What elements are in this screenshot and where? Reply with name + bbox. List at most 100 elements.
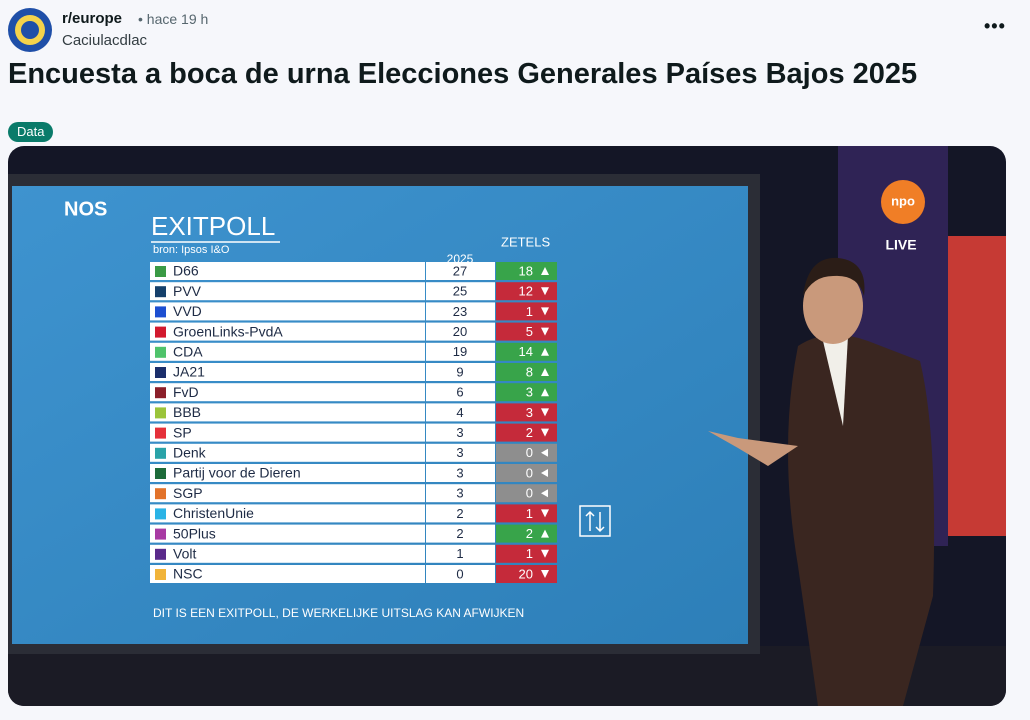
change-value: 12 xyxy=(519,284,533,299)
change-cell xyxy=(496,423,557,442)
presenter-hair xyxy=(803,257,865,296)
seats-value: 3 xyxy=(456,465,463,480)
change-cell xyxy=(496,282,557,301)
party-swatch xyxy=(155,407,166,419)
change-value: 3 xyxy=(526,385,533,400)
party-name: PVV xyxy=(173,283,202,299)
party-cell xyxy=(150,383,425,402)
party-name: GroenLinks-PvdA xyxy=(173,323,283,339)
seats-value: 3 xyxy=(456,425,463,440)
party-swatch xyxy=(155,468,166,479)
change-value: 0 xyxy=(526,445,533,460)
party-swatch xyxy=(155,528,166,540)
seats-cell xyxy=(426,282,495,301)
trend-arrow xyxy=(541,327,549,336)
change-value: 2 xyxy=(526,425,533,440)
seats-cell xyxy=(426,484,495,503)
party-cell xyxy=(150,282,425,301)
party-name: ChristenUnie xyxy=(173,505,254,521)
party-cell xyxy=(150,464,425,482)
change-cell xyxy=(496,443,557,462)
trend-arrow xyxy=(541,570,549,578)
change-value: 20 xyxy=(519,566,533,581)
party-cell xyxy=(150,565,425,583)
party-name: Partij voor de Dieren xyxy=(173,465,301,481)
change-value: 14 xyxy=(519,344,533,359)
party-cell xyxy=(150,403,425,422)
presenter-hand xyxy=(708,431,798,466)
party-name: NSC xyxy=(173,566,203,582)
post-time: • hace 19 h xyxy=(138,11,209,27)
seats-value: 6 xyxy=(456,385,463,400)
party-swatch xyxy=(155,286,166,298)
seats-value: 3 xyxy=(456,486,463,501)
seats-value: 1 xyxy=(456,546,463,561)
party-swatch xyxy=(155,346,166,358)
sort-arrows xyxy=(585,510,605,533)
change-cell xyxy=(496,322,557,341)
change-cell xyxy=(496,544,557,563)
seats-cell xyxy=(426,544,495,563)
seats-value: 27 xyxy=(453,263,467,278)
presenter-head xyxy=(803,268,863,344)
change-value: 1 xyxy=(526,506,533,521)
seats-value: 2 xyxy=(456,506,463,521)
party-swatch xyxy=(155,569,166,580)
party-swatch xyxy=(155,266,166,277)
change-value: 0 xyxy=(526,465,533,480)
trend-arrow xyxy=(541,549,549,558)
change-cell xyxy=(496,262,557,280)
post-image[interactable]: NOS EXITPOLL bron: Ipsos I&O ZETELS 2025… xyxy=(8,146,1006,706)
change-cell xyxy=(496,484,557,503)
table-footer: DIT IS EEN EXITPOLL, DE WERKELIJKE UITSL… xyxy=(153,606,524,620)
party-cell xyxy=(150,504,425,523)
live-label: LIVE xyxy=(885,237,916,253)
party-swatch xyxy=(155,447,166,459)
post-flair[interactable]: Data xyxy=(8,122,54,142)
seats-cell xyxy=(426,363,495,381)
seats-cell xyxy=(426,504,495,523)
image-scene: NOS EXITPOLL bron: Ipsos I&O ZETELS 2025… xyxy=(8,146,1006,706)
party-name: Volt xyxy=(173,546,196,562)
avatar-icon xyxy=(15,15,45,45)
trend-arrow xyxy=(541,388,549,397)
seats-value: 4 xyxy=(456,405,463,420)
seats-cell xyxy=(426,464,495,482)
trend-arrow xyxy=(541,368,549,376)
seats-cell xyxy=(426,403,495,422)
subreddit-name[interactable]: r/europe xyxy=(62,10,123,27)
change-cell xyxy=(496,342,557,361)
party-swatch xyxy=(155,326,166,338)
change-value: 2 xyxy=(526,526,533,541)
party-name: SGP xyxy=(173,485,203,501)
channel-name: npo xyxy=(891,193,915,208)
party-cell xyxy=(150,443,425,462)
change-cell xyxy=(496,504,557,523)
change-value: 8 xyxy=(526,364,533,379)
table-heading: EXITPOLL xyxy=(151,211,275,241)
party-cell xyxy=(150,484,425,503)
change-header: ZETELS xyxy=(501,234,550,249)
party-name: SP xyxy=(173,424,192,440)
post-author[interactable]: Caciulacdlac xyxy=(62,32,148,49)
party-name: JA21 xyxy=(173,364,205,380)
change-value: 5 xyxy=(526,324,533,339)
party-name: FvD xyxy=(173,384,199,400)
trend-arrow xyxy=(541,509,549,518)
trend-arrow xyxy=(541,529,549,538)
presenter-suit xyxy=(788,334,935,706)
subreddit-avatar[interactable] xyxy=(8,8,52,52)
trend-arrow xyxy=(541,408,549,417)
avatar-core xyxy=(21,21,39,39)
seats-cell xyxy=(426,565,495,583)
trend-arrow xyxy=(541,347,549,356)
change-cell xyxy=(496,302,557,321)
party-cell xyxy=(150,342,425,361)
change-cell xyxy=(496,383,557,402)
trend-arrow xyxy=(541,267,549,275)
trend-arrow xyxy=(541,428,549,437)
change-cell xyxy=(496,403,557,422)
seats-cell xyxy=(426,302,495,321)
more-menu[interactable]: ••• xyxy=(984,16,1006,36)
